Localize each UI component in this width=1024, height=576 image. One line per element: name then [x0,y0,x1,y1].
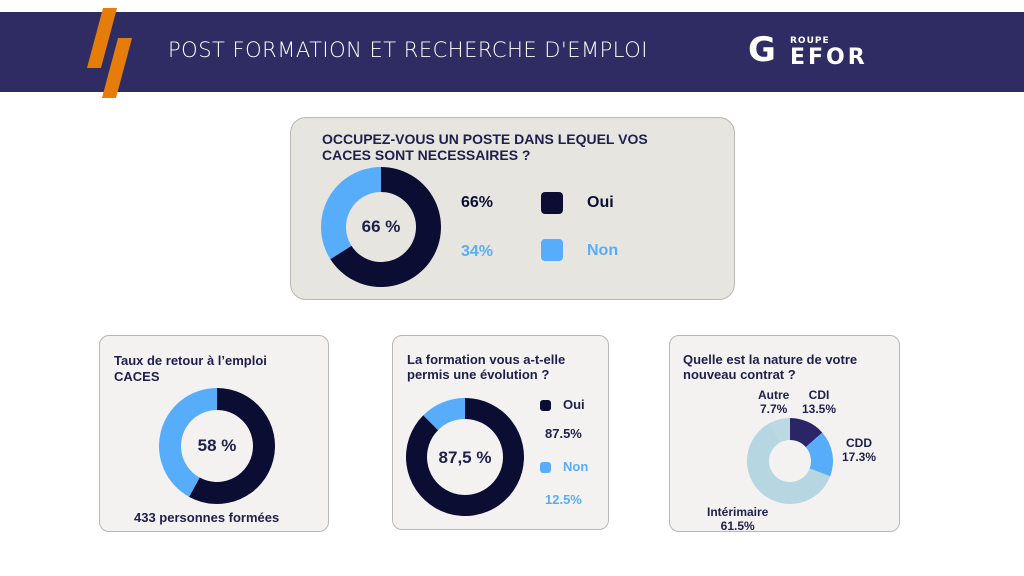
legend-label: Oui [587,194,614,211]
value: 17.3% [842,450,877,464]
segment-label-cdd: CDD 17.3% [842,436,876,464]
donut-chart [159,388,275,504]
category: Autre [758,388,790,402]
donut-segment [805,432,833,477]
legend-label: Non [587,242,619,259]
card-question: Taux de retour à l’emploi CACES [114,353,267,384]
category: CDD [846,436,873,450]
value-label: 34% [461,243,494,260]
center-label: 87,5 % [438,448,492,467]
legend-swatch-oui [540,400,551,411]
legend-label: Non [563,459,589,474]
donut-chart [321,167,441,287]
segment-label-autre: Autre 7.7% [758,388,789,416]
logo-g: G [748,30,776,70]
card-question: La formation vous a-t-elle permis une év… [407,352,566,382]
legend-label: Oui [563,397,585,412]
center-label: 66 % [361,217,401,236]
donut-segment [330,167,441,287]
segment-label-cdi: CDI 13.5% [802,388,836,416]
donut-segment [159,388,217,497]
donut-segment [423,398,465,431]
legend-swatch-non [540,462,551,473]
donut-segment [189,388,275,504]
donut-segment [321,167,381,260]
donut-segment [769,418,790,443]
segment-label-interimaire: Intérimaire 61.5% [707,505,768,533]
page-title: POST FORMATION ET RECHERCHE D'EMPLOI [168,38,648,62]
legend-swatch-non [541,239,563,261]
donut-segment [790,418,823,448]
legend-swatch-oui [541,192,563,214]
category: CDI [808,388,830,402]
donut-chart [747,418,833,504]
gefor-logo: G ROUPE EFOR [748,30,958,74]
value: 7.7% [759,402,788,416]
card-question: Quelle est la nature de votre nouveau co… [683,352,858,382]
value: 61.5% [720,519,755,533]
value-label: 66% [461,194,494,211]
value-label: 87.5% [545,426,582,441]
value-label: 12.5% [545,492,582,507]
donut-chart [406,398,524,516]
logo-efor: EFOR [790,45,868,70]
footer-note: 433 personnes formées [134,510,280,525]
card-question: OCCUPEZ-VOUS UN POSTE DANS LEQUEL VOS CA… [322,131,648,163]
logo-roupe: ROUPE [790,36,830,46]
header-band [0,12,1024,92]
category: Intérimaire [707,505,769,519]
donut-segment [747,422,831,504]
value: 13.5% [802,402,837,416]
center-label: 58 % [197,436,237,455]
